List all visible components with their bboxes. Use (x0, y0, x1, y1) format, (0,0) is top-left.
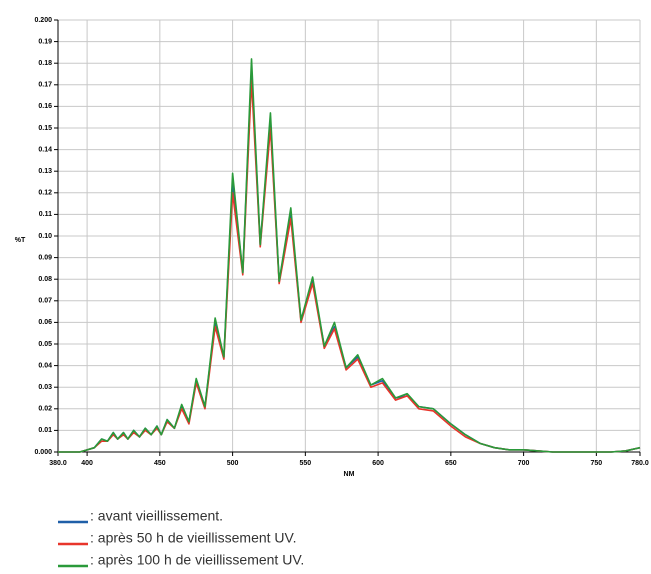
y-tick-label: 0.01 (38, 427, 52, 434)
y-tick-label: 0.16 (38, 103, 52, 110)
y-tick-label: 0.13 (38, 168, 52, 175)
y-tick-label: 0.200 (34, 17, 52, 24)
y-tick-label: 0.04 (38, 362, 52, 369)
legend-label: : après 50 h de vieillissement UV. (90, 530, 296, 546)
series-line (58, 79, 641, 453)
x-tick-label: 380.0 (49, 460, 67, 467)
y-tick-label: 0.15 (38, 125, 52, 132)
x-tick-label: 700 (518, 460, 530, 467)
y-tick-label: 0.03 (38, 384, 52, 391)
y-tick-label: 0.19 (38, 38, 52, 45)
y-tick-label: 0.09 (38, 254, 52, 261)
legend-label: : après 100 h de vieillissement UV. (90, 552, 304, 568)
x-tick-label: 600 (372, 460, 384, 467)
x-tick-label: 650 (445, 460, 457, 467)
x-tick-label: 500 (227, 460, 239, 467)
x-tick-label: 750 (591, 460, 603, 467)
x-tick-label: 450 (154, 460, 166, 467)
x-axis-label: NM (344, 471, 355, 478)
y-axis-label: %T (15, 237, 26, 244)
x-tick-label: 780.0 (631, 460, 649, 467)
series-line (58, 68, 641, 453)
x-tick-label: 550 (300, 460, 312, 467)
y-tick-label: 0.05 (38, 341, 52, 348)
y-tick-label: 0.17 (38, 82, 52, 89)
y-tick-label: 0.10 (38, 233, 52, 240)
x-tick-label: 400 (81, 460, 93, 467)
y-tick-label: 0.000 (34, 449, 52, 456)
y-tick-label: 0.11 (39, 211, 52, 218)
series-line (58, 58, 641, 453)
y-tick-label: 0.07 (38, 298, 52, 305)
y-tick-label: 0.06 (38, 319, 52, 326)
y-tick-label: 0.12 (38, 190, 52, 197)
y-tick-label: 0.08 (38, 276, 52, 283)
legend-label: : avant vieillissement. (90, 508, 223, 524)
y-tick-label: 0.18 (38, 60, 52, 67)
y-tick-label: 0.02 (38, 406, 52, 413)
y-tick-label: 0.14 (38, 146, 52, 153)
